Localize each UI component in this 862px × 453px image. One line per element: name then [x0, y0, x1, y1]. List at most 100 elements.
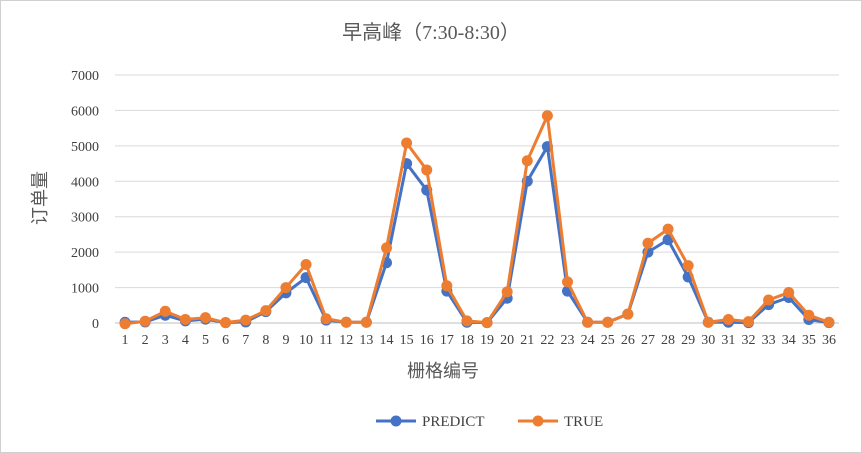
x-tick-label: 22 [540, 333, 554, 348]
x-tick-label: 12 [339, 333, 353, 348]
data-point [340, 316, 352, 328]
data-point [179, 313, 191, 325]
x-tick-label: 31 [721, 333, 735, 348]
data-point [159, 305, 171, 317]
x-tick-label: 35 [802, 333, 816, 348]
x-tick-label: 24 [581, 333, 595, 348]
data-point [240, 314, 252, 326]
series-line [125, 145, 830, 325]
x-axis-ticks: 1 2 3 4 5 6 7 8 9 10 11 12 13 14 15 16 17 18 19 20 21 22 23 24 2… [122, 333, 836, 348]
y-tick-label: 7000 [71, 69, 99, 84]
x-tick-label: 11 [319, 333, 332, 348]
x-tick-label: 36 [822, 333, 836, 348]
x-tick-label: 27 [641, 333, 655, 348]
x-tick-label: 8 [262, 333, 269, 348]
data-point [501, 286, 513, 298]
x-tick-label: 16 [420, 333, 434, 348]
data-point [743, 316, 754, 328]
x-tick-label: 2 [142, 333, 149, 348]
x-tick-label: 1 [122, 333, 129, 348]
data-point [642, 237, 654, 249]
legend: PREDICT TRUE [376, 414, 603, 430]
y-tick-label: 0 [92, 317, 99, 332]
data-point [602, 316, 614, 328]
data-point [360, 316, 372, 328]
x-tick-label: 10 [299, 333, 313, 348]
y-axis-title: 订单量 [30, 171, 51, 225]
x-tick-label: 33 [762, 333, 776, 348]
x-tick-label: 32 [742, 333, 756, 348]
x-tick-label: 6 [222, 333, 229, 348]
x-tick-label: 18 [460, 333, 474, 348]
chart-title: 早高峰（7:30-8:30） [342, 21, 520, 44]
x-tick-label: 3 [162, 333, 169, 348]
series-line [124, 114, 830, 326]
x-tick-label: 13 [359, 333, 373, 348]
y-tick-label: 2000 [71, 246, 99, 261]
x-tick-label: 5 [202, 333, 209, 348]
data-point [260, 305, 272, 317]
y-tick-label: 5000 [71, 140, 99, 155]
data-point [200, 312, 211, 324]
gridlines [115, 74, 839, 324]
data-point [682, 260, 694, 272]
data-point [300, 259, 312, 271]
x-tick-label: 26 [621, 333, 635, 348]
data-point [702, 316, 714, 328]
y-tick-label: 1000 [71, 282, 99, 297]
x-tick-label: 19 [480, 333, 494, 348]
legend-item-predict: PREDICT [376, 414, 485, 430]
data-point [401, 137, 413, 149]
y-tick-label: 3000 [71, 211, 99, 226]
x-tick-label: 25 [601, 333, 615, 348]
y-tick-label: 6000 [71, 104, 99, 119]
series-predict [119, 141, 835, 329]
x-tick-label: 34 [782, 333, 796, 348]
data-point [722, 313, 734, 325]
legend-label: TRUE [564, 414, 603, 430]
data-point [622, 308, 634, 320]
data-point [381, 242, 392, 254]
x-tick-label: 30 [701, 333, 715, 348]
x-tick-label: 29 [681, 333, 695, 348]
data-point [541, 110, 553, 122]
x-tick-label: 21 [520, 333, 534, 348]
y-tick-label: 4000 [71, 175, 99, 190]
data-point [461, 315, 473, 327]
x-tick-label: 4 [182, 333, 189, 348]
data-point [582, 316, 594, 328]
x-tick-label: 17 [440, 333, 454, 348]
data-point [139, 315, 151, 327]
x-tick-label: 14 [380, 333, 394, 348]
x-tick-label: 7 [242, 333, 249, 348]
data-point [521, 155, 533, 167]
x-tick-label: 23 [561, 333, 575, 348]
data-point [481, 317, 493, 329]
data-point [320, 313, 332, 325]
y-axis-ticks: 0 1000 2000 3000 4000 5000 6000 7000 [71, 69, 99, 332]
data-point [220, 317, 232, 329]
data-point [119, 318, 131, 330]
legend-marker [532, 415, 544, 427]
data-point [562, 276, 573, 288]
legend-item-true: TRUE [518, 414, 603, 430]
data-point [280, 282, 292, 294]
data-point [803, 309, 815, 321]
data-point [823, 316, 835, 328]
series-true [119, 110, 835, 330]
data-point [763, 294, 775, 306]
data-point [662, 223, 674, 235]
x-tick-label: 9 [282, 333, 289, 348]
legend-marker [390, 415, 402, 427]
x-tick-label: 15 [400, 333, 414, 348]
x-tick-label: 28 [661, 333, 675, 348]
data-point [421, 164, 433, 176]
series-lines [119, 110, 835, 330]
x-tick-label: 20 [500, 333, 514, 348]
data-point [783, 287, 795, 299]
data-point [441, 280, 453, 292]
legend-label: PREDICT [422, 414, 485, 430]
x-axis-title: 栅格编号 [407, 361, 479, 382]
